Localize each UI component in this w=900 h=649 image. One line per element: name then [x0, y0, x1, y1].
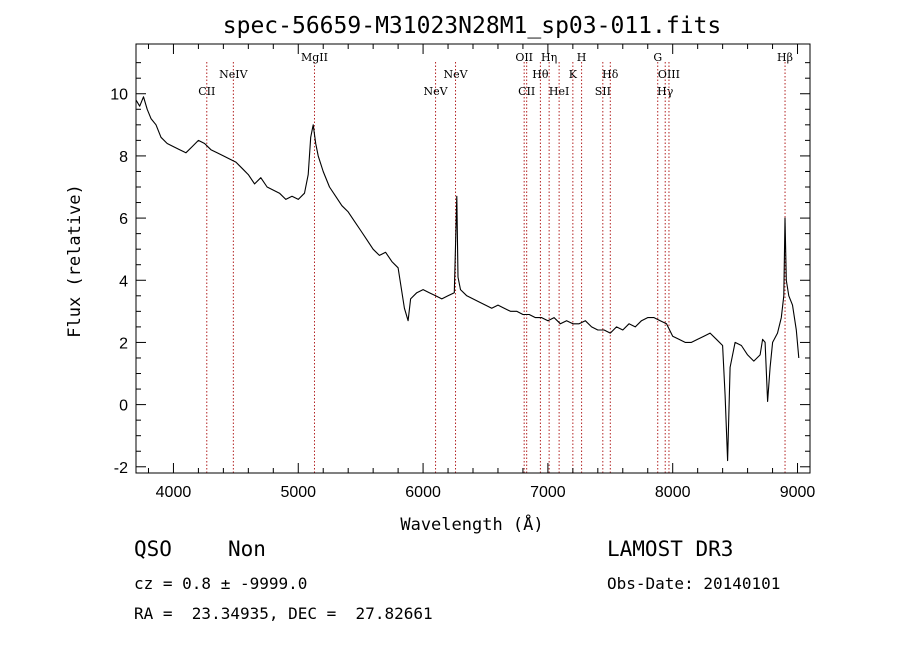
spectrum-line [135, 96, 800, 462]
spectral-line-label: OII [515, 51, 533, 64]
spectral-line-label: Hβ [777, 51, 793, 64]
spectral-line-label: SII [595, 85, 611, 98]
spectral-line-label: Hγ [657, 85, 674, 98]
y-tick-label: 6 [119, 211, 128, 228]
spectral-line-label: Hδ [602, 68, 619, 81]
y-axis-label: Flux (relative) [65, 184, 85, 338]
y-tick-label: -2 [114, 460, 128, 477]
x-tick-label: 9000 [780, 484, 816, 501]
x-tick-label: 4000 [156, 484, 192, 501]
x-axis-label: Wavelength (Å) [400, 513, 543, 535]
spectrum-layer [135, 96, 800, 462]
spectral-line-label: CII [518, 85, 535, 98]
spectral-line-label: HeI [549, 85, 569, 98]
coordinates: RA = 23.34935, DEC = 27.82661 [134, 604, 433, 623]
spectral-line-label: Hθ [532, 68, 549, 81]
y-tick-label: 10 [110, 87, 128, 104]
y-tick-label: 8 [119, 149, 128, 166]
survey-name: LAMOST DR3 [607, 537, 734, 561]
spectral-line-label: NeIV [219, 68, 248, 81]
object-subclass: Non [228, 537, 266, 561]
spectral-line-label: CII [198, 85, 215, 98]
spectral-line-label: MgII [301, 51, 328, 64]
spectral-line-label: G [653, 51, 662, 64]
spectral-line-label: K [569, 68, 578, 81]
plot-frame [135, 43, 811, 474]
redshift-cz: cz = 0.8 ± -9999.0 [134, 574, 308, 593]
chart-title: spec-56659-M31023N28M1_sp03-011.fits [223, 13, 722, 39]
x-tick-label: 6000 [405, 484, 441, 501]
spectral-line-label: NeV [443, 68, 468, 81]
observation-date: Obs-Date: 20140101 [607, 574, 781, 593]
x-tick-label: 8000 [655, 484, 691, 501]
spectral-line-label: NeV [424, 85, 449, 98]
x-tick-label: 7000 [530, 484, 566, 501]
y-tick-label: 2 [119, 335, 128, 352]
x-tick-label: 5000 [280, 484, 316, 501]
y-tick-label: 0 [119, 398, 128, 415]
spectral-line-label: Hη [541, 51, 557, 64]
spectral-line-label: H [577, 51, 587, 64]
axes-layer: 4000 5000 6000 7000 8000 9000 -2 0 2 4 6 8 10 [110, 43, 816, 501]
y-tick-label: 4 [119, 273, 128, 290]
spectral-line-label: OIII [658, 68, 680, 81]
object-class: QSO [134, 537, 172, 561]
